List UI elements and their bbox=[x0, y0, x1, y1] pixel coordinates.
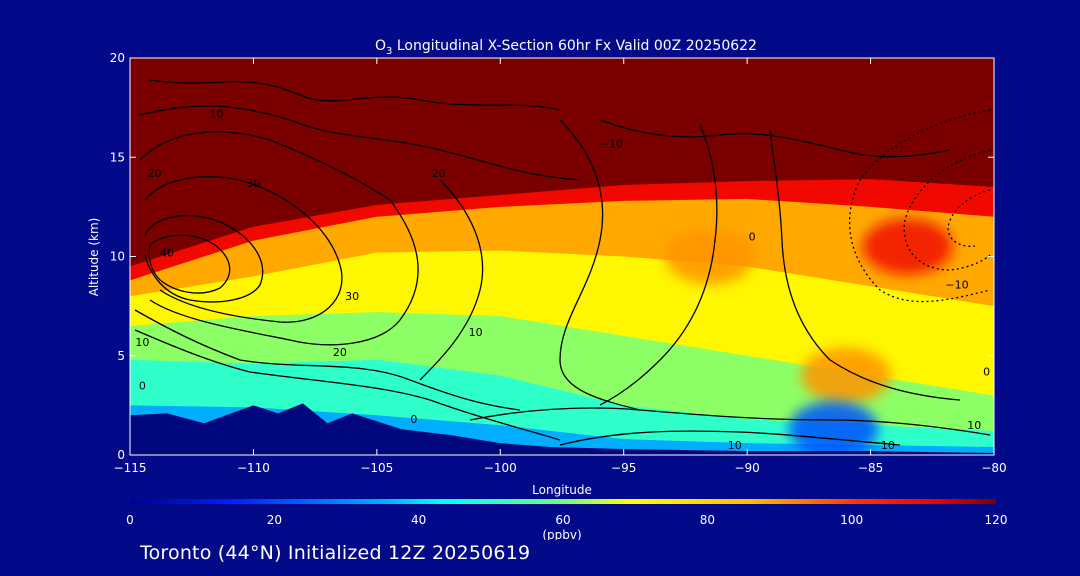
colorbar-tick-label: 120 bbox=[985, 513, 1008, 527]
ozone-cross-section-chart: O3 Longitudinal X-Section 60hr Fx Valid … bbox=[87, 38, 1007, 542]
x-axis-label: Longitude bbox=[532, 483, 592, 497]
x-tick-label: −105 bbox=[360, 461, 393, 475]
colorbar-tick-label: 40 bbox=[411, 513, 426, 527]
colorbar-tick-label: 80 bbox=[700, 513, 715, 527]
ozone-hotspot bbox=[788, 401, 879, 455]
contour-labels: 10 20 30 40 20 30 20 10 0 10 0 −10 0 −10 10 10 10 0 bbox=[135, 108, 990, 452]
footer-caption: Toronto (44°N) Initialized 12Z 20250619 bbox=[140, 542, 531, 564]
contour-label: 30 bbox=[345, 290, 359, 303]
contour-label: 30 bbox=[246, 177, 260, 190]
contour-label: 0 bbox=[749, 231, 756, 244]
x-axis: −115 −110 −105 −100 −95 −90 −85 −80 bbox=[114, 58, 1007, 475]
contour-line bbox=[139, 131, 419, 346]
y-tick-label: 10 bbox=[110, 250, 125, 264]
x-tick-label: −95 bbox=[611, 461, 636, 475]
ozone-hotspot bbox=[665, 228, 756, 285]
x-tick-label: −100 bbox=[484, 461, 517, 475]
contour-label: 40 bbox=[160, 247, 174, 260]
y-tick-label: 0 bbox=[117, 448, 125, 462]
terrain-fill bbox=[130, 403, 994, 455]
y-tick-label: 20 bbox=[110, 51, 125, 65]
contour-label: 10 bbox=[209, 108, 223, 121]
contour-label: −10 bbox=[600, 137, 623, 150]
contour-line bbox=[419, 179, 484, 381]
colorbar-label: (ppbv) bbox=[542, 528, 581, 540]
contour-label: 20 bbox=[333, 346, 347, 359]
contour-line bbox=[144, 176, 343, 323]
x-tick-label: −110 bbox=[237, 461, 270, 475]
ozone-field bbox=[130, 58, 994, 455]
contour-line bbox=[149, 79, 561, 111]
terrain bbox=[130, 403, 994, 455]
contour-line bbox=[469, 407, 991, 436]
y-tick-label: 15 bbox=[110, 150, 125, 164]
contour-lines bbox=[134, 79, 991, 446]
contour-line bbox=[148, 234, 231, 294]
colorbar-tick-label: 100 bbox=[840, 513, 863, 527]
contour-label: 10 bbox=[135, 336, 149, 349]
contour-label: −10 bbox=[945, 278, 968, 291]
colorbar-ticks: 0 20 40 60 80 100 120 bbox=[126, 513, 1007, 527]
contour-line bbox=[559, 430, 901, 446]
colorbar bbox=[130, 499, 996, 504]
contour-label: 10 bbox=[967, 419, 981, 432]
contour-line bbox=[139, 105, 581, 181]
contour-line bbox=[559, 119, 641, 411]
colorbar-tick-label: 0 bbox=[126, 513, 134, 527]
contour-label: 10 bbox=[881, 439, 895, 452]
contour-label: 20 bbox=[432, 167, 446, 180]
x-tick-label: −115 bbox=[114, 461, 147, 475]
contour-line bbox=[769, 129, 961, 401]
contour-line bbox=[144, 214, 264, 303]
contour-label: 0 bbox=[410, 413, 417, 426]
contour-label: 10 bbox=[728, 439, 742, 452]
y-axis: 0 5 10 15 20 bbox=[110, 51, 994, 462]
x-tick-label: −90 bbox=[734, 461, 759, 475]
chart-title: O3 Longitudinal X-Section 60hr Fx Valid … bbox=[375, 38, 757, 57]
x-tick-label: −85 bbox=[858, 461, 883, 475]
contour-label: 10 bbox=[469, 326, 483, 339]
contour-label: 0 bbox=[983, 366, 990, 379]
contour-line bbox=[134, 329, 561, 441]
contour-line bbox=[134, 309, 521, 411]
ozone-hotspot bbox=[800, 347, 891, 404]
contour-label: 20 bbox=[148, 167, 162, 180]
contour-label: 0 bbox=[139, 379, 146, 392]
y-axis-label: Altitude (km) bbox=[87, 218, 101, 297]
y-tick-label: 5 bbox=[117, 349, 125, 363]
contour-line bbox=[599, 119, 951, 158]
colorbar-tick-label: 60 bbox=[555, 513, 570, 527]
contour-line bbox=[599, 124, 718, 406]
x-tick-label: −80 bbox=[981, 461, 1006, 475]
colorbar-tick-label: 20 bbox=[267, 513, 282, 527]
